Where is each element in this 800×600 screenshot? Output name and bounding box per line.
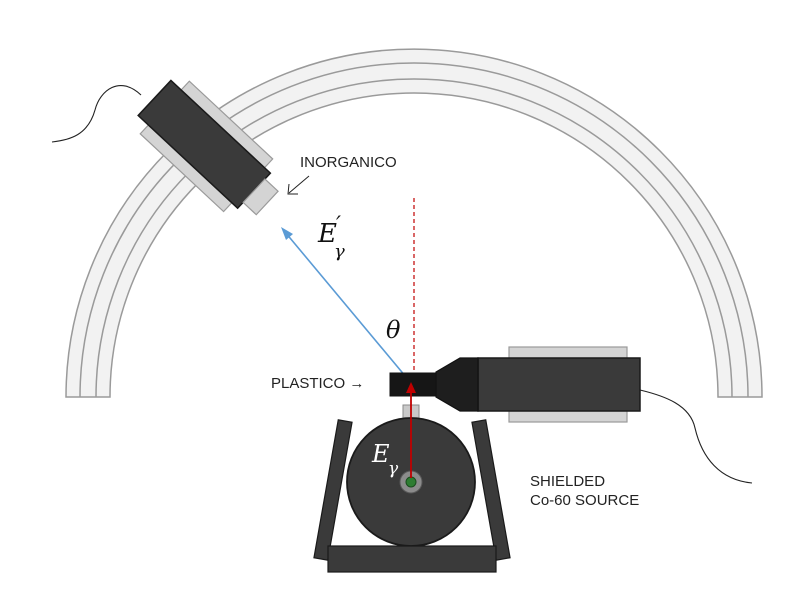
svg-text:γ: γ bbox=[334, 241, 345, 262]
plastic-label: PLASTICO → bbox=[271, 375, 364, 392]
svg-text:E: E bbox=[317, 219, 337, 249]
inorganic-crystal bbox=[242, 178, 279, 216]
source-stand-leg-right bbox=[471, 419, 511, 561]
svg-text:E: E bbox=[371, 440, 390, 468]
plastic-detector-body bbox=[477, 357, 641, 412]
plastic-scintillator bbox=[389, 372, 437, 397]
incident-energy-label: E γ bbox=[371, 440, 399, 479]
rail-groove-inner bbox=[95, 78, 733, 398]
scattered-energy-label: E ′ γ bbox=[317, 213, 345, 262]
scattered-ray bbox=[281, 227, 412, 384]
svg-text:SHIELDED: SHIELDED bbox=[530, 473, 605, 490]
inorganic-label: INORGANICO bbox=[300, 154, 397, 171]
source-assembly bbox=[313, 404, 511, 573]
incident-ray-arrowhead bbox=[406, 382, 416, 393]
plastic-detector-taper bbox=[435, 357, 479, 412]
inorganic-detector bbox=[137, 79, 279, 216]
scattering-angle-label: θ bbox=[386, 316, 401, 344]
source-label: SHIELDED Co-60 SOURCE bbox=[530, 473, 639, 509]
svg-text:Co-60 SOURCE: Co-60 SOURCE bbox=[530, 492, 639, 509]
inorganic-detector-cable bbox=[51, 85, 142, 143]
plastic-detector bbox=[389, 346, 641, 423]
plastic-detector-cable bbox=[639, 389, 753, 484]
scattered-ray-arrowhead bbox=[281, 227, 293, 240]
source-stand-leg-left bbox=[313, 419, 353, 561]
incident-ray bbox=[406, 382, 416, 478]
inorganic-pointer-arrow bbox=[287, 175, 310, 195]
co60-source-core bbox=[405, 476, 417, 488]
svg-text:′: ′ bbox=[336, 213, 341, 238]
source-base-plate bbox=[327, 545, 497, 573]
svg-text:γ: γ bbox=[388, 459, 399, 479]
rail-groove-outer bbox=[79, 62, 749, 398]
